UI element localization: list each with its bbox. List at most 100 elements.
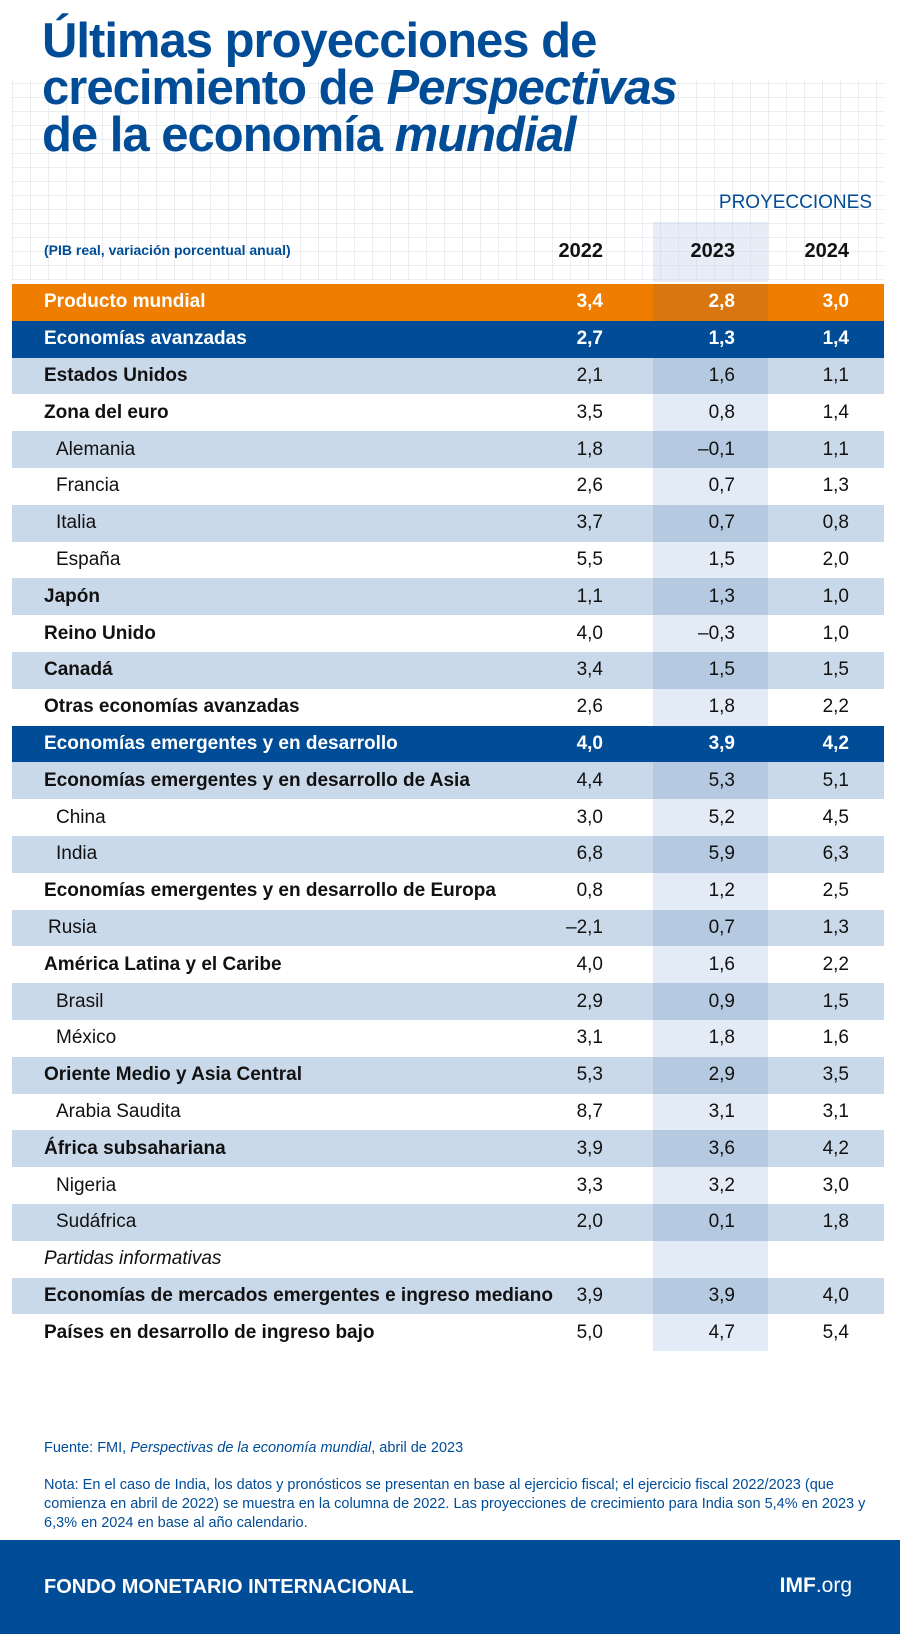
value-2024: 2,2 <box>822 953 849 975</box>
value-2024: 1,5 <box>822 659 849 681</box>
row-label: India <box>56 843 98 865</box>
value-2023: 3,2 <box>708 1174 735 1196</box>
year-header: 2023 <box>690 240 736 262</box>
projection-cell-bg <box>653 357 768 395</box>
projection-cell-bg <box>653 909 768 947</box>
row-label: España <box>56 548 121 570</box>
table-row: Oriente Medio y Asia Central 5,3 2,9 3,5 <box>12 1056 884 1094</box>
value-2024: 6,3 <box>822 843 849 865</box>
projection-cell-bg <box>653 835 768 873</box>
value-2023: 1,5 <box>708 548 735 570</box>
projection-cell-bg <box>653 946 768 984</box>
value-2023: 0,7 <box>708 916 735 938</box>
value-2024: 3,1 <box>822 1100 849 1122</box>
value-2022: 2,1 <box>576 364 603 386</box>
table-row: Sudáfrica 2,0 0,1 1,8 <box>12 1203 884 1241</box>
value-2024: 0,8 <box>822 512 849 534</box>
projection-cell-bg <box>653 688 768 726</box>
value-2024: 4,0 <box>822 1284 849 1306</box>
title-line-1: Últimas proyecciones de <box>42 14 597 68</box>
value-2022: 1,1 <box>576 585 603 607</box>
row-label: Japón <box>44 585 100 607</box>
row-label: Estados Unidos <box>44 364 188 386</box>
row-label: Economías avanzadas <box>44 328 247 350</box>
row-label: Partidas informativas <box>44 1248 222 1270</box>
table-row: Alemania 1,8 –0,1 1,1 <box>12 431 884 468</box>
table-row: África subsahariana 3,9 3,6 4,2 <box>12 1130 884 1168</box>
row-label: Brasil <box>56 990 104 1012</box>
value-2024: 4,2 <box>822 732 849 754</box>
value-2023: 2,8 <box>708 291 735 313</box>
value-2024: 3,0 <box>822 1174 849 1196</box>
table-row: Rusia –2,1 0,7 1,3 <box>12 909 884 947</box>
row-label: Economías emergentes y en desarrollo <box>44 732 398 754</box>
projection-cell-bg <box>653 983 768 1020</box>
value-2023: 5,2 <box>708 806 735 828</box>
projection-cell-bg <box>653 431 768 468</box>
value-2023: 0,1 <box>708 1211 735 1233</box>
site-rest: .org <box>815 1574 852 1597</box>
table-row: Economías emergentes y en desarrollo 4,0 3… <box>12 725 884 763</box>
table-row: México 3,1 1,8 1,6 <box>12 1019 884 1057</box>
value-2024: 5,1 <box>822 769 849 791</box>
projection-cell-bg <box>653 394 768 432</box>
row-label: Arabia Saudita <box>56 1100 181 1122</box>
value-2023: 5,9 <box>708 843 735 865</box>
value-2022: 2,6 <box>576 475 603 497</box>
row-label: Nigeria <box>56 1174 117 1196</box>
footer: FONDO MONETARIO INTERNACIONAL IMF.org <box>0 1540 900 1634</box>
table-row: España 5,5 1,5 2,0 <box>12 541 884 579</box>
page-title: Últimas proyecciones de crecimiento de P… <box>42 17 678 160</box>
table-row: Países en desarrollo de ingreso bajo 5,0 4… <box>12 1314 884 1352</box>
row-label: Economías emergentes y en desarrollo de … <box>44 769 470 791</box>
value-2023: 1,2 <box>708 880 735 902</box>
projection-cell-bg <box>653 1277 768 1315</box>
row-label: Alemania <box>56 438 136 460</box>
value-2024: 2,5 <box>822 880 849 902</box>
background-mesh <box>12 80 884 280</box>
projection-cell-bg <box>653 872 768 910</box>
table-row: Economías emergentes y en desarrollo de … <box>12 762 884 800</box>
value-2024: 3,5 <box>822 1064 849 1086</box>
projection-cell-bg <box>653 467 768 505</box>
value-2023: 5,3 <box>708 769 735 791</box>
row-label: América Latina y el Caribe <box>44 953 282 975</box>
footer-link[interactable]: IMF.org <box>780 1574 852 1598</box>
row-label: Economías de mercados emergentes e ingre… <box>44 1284 553 1306</box>
projection-cell-bg <box>653 615 768 652</box>
value-2022: 3,9 <box>576 1137 603 1159</box>
row-label: Reino Unido <box>44 622 156 644</box>
source-suffix: , abril de 2023 <box>371 1440 464 1456</box>
table-row: Italia 3,7 0,7 0,8 <box>12 504 884 542</box>
value-2024: 1,4 <box>822 401 849 423</box>
footer-org: FONDO MONETARIO INTERNACIONAL <box>44 1576 414 1598</box>
value-2022: 5,3 <box>576 1064 603 1086</box>
value-2022: 0,8 <box>576 880 603 902</box>
value-2023: –0,3 <box>698 622 735 644</box>
value-2022: 3,0 <box>576 806 603 828</box>
value-2024: 1,1 <box>822 438 849 460</box>
table-row: Brasil 2,9 0,9 1,5 <box>12 983 884 1020</box>
projection-cell-bg <box>653 541 768 579</box>
year-header: 2022 <box>558 240 604 262</box>
projection-cell-bg <box>653 799 768 836</box>
projection-cell-bg <box>653 1203 768 1241</box>
row-label: Sudáfrica <box>56 1211 137 1233</box>
value-2023: 3,1 <box>708 1100 735 1122</box>
value-2022: 2,7 <box>576 328 603 350</box>
value-2022: 2,6 <box>576 696 603 718</box>
table-row: China 3,0 5,2 4,5 <box>12 799 884 836</box>
value-2023: 1,5 <box>708 659 735 681</box>
value-2022: 2,0 <box>576 1211 603 1233</box>
table-row: Nigeria 3,3 3,2 3,0 <box>12 1167 884 1204</box>
value-2023: 0,7 <box>708 475 735 497</box>
projections-label: PROYECCIONES <box>718 192 872 213</box>
value-2024: 3,0 <box>822 291 849 313</box>
row-label: Oriente Medio y Asia Central <box>44 1064 302 1086</box>
value-2023: 0,7 <box>708 512 735 534</box>
row-label: Rusia <box>48 916 97 938</box>
value-2022: 3,5 <box>576 401 603 423</box>
projection-column-shade <box>653 222 768 282</box>
value-2024: 1,0 <box>822 622 849 644</box>
source: Fuente: FMI, Perspectivas de la economía… <box>44 1440 463 1456</box>
